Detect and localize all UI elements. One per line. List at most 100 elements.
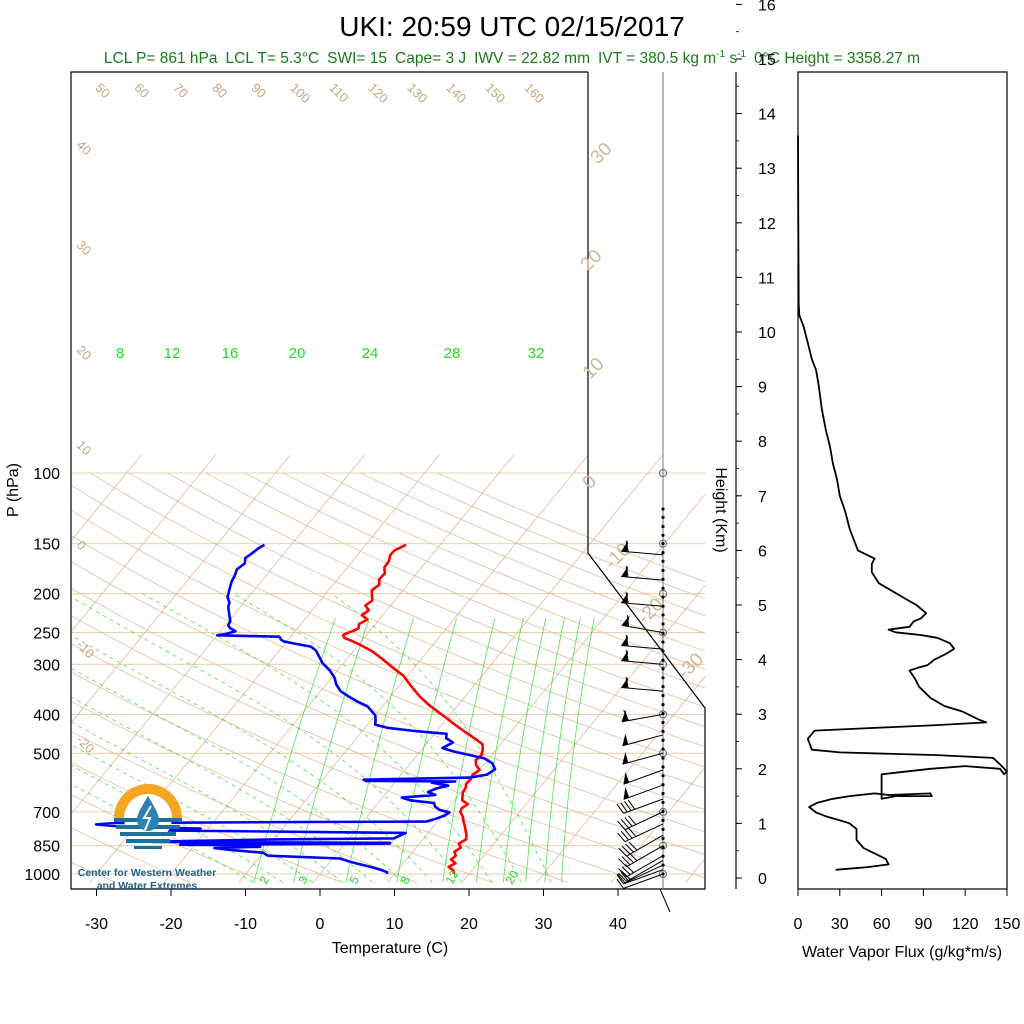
mixing-ratio-line [345, 617, 415, 883]
flux-axis-label: Water Vapor Flux (g/kg*m/s) [802, 944, 1002, 961]
moist-adiabat [71, 667, 403, 883]
mixing-ratio-label-bottom: 12 [442, 868, 461, 887]
mixing-ratio-line [502, 618, 547, 883]
wind-barb-feather [623, 709, 629, 721]
dry-adiabat [71, 794, 267, 883]
barb-level-dot [661, 729, 665, 734]
wind-barb-shaft [621, 575, 664, 581]
wind-barb-feather [625, 676, 629, 689]
height-tick-7: 7 [758, 489, 767, 506]
wind-barb-feather [617, 832, 626, 842]
barb-level-dot [661, 738, 665, 742]
flux-tick-60: 60 [873, 916, 891, 933]
barb-level-dot [661, 586, 665, 591]
height-tick-6: 6 [758, 543, 767, 560]
mixing-ratio-label-top: 28 [444, 345, 461, 362]
isotherm [760, 455, 1024, 883]
barb-level-dot [661, 836, 665, 840]
isotherm-label-left: 40 [74, 137, 95, 158]
mixing-ratio-line [442, 617, 496, 883]
height-tick-15: 15 [758, 52, 776, 69]
barb-level-dot [661, 649, 665, 653]
wind-barb-flag [622, 733, 629, 746]
wind-barb-feather [621, 845, 631, 855]
wind-barb-shaft [624, 811, 664, 831]
dry-adiabat [128, 472, 705, 728]
moist-adiabat [71, 764, 284, 883]
wind-barb-shaft [621, 660, 664, 665]
wind-barb-feather [625, 540, 629, 552]
temp-tick-0: 0 [316, 916, 325, 933]
wind-barb-feather [625, 649, 629, 662]
dry-adiabat [205, 472, 705, 689]
adiabat-label-right: 20 [577, 246, 607, 276]
dry-adiabat [71, 827, 191, 883]
wind-barb-shaft [621, 713, 664, 723]
barb-level-dot [661, 604, 665, 608]
isotherm-label-top: 90 [248, 80, 269, 101]
pressure-tick-150: 150 [33, 537, 60, 554]
height-tick-0: 0 [758, 871, 767, 888]
temp-tick-30: 30 [535, 916, 553, 933]
barb-level-marker [659, 468, 667, 477]
isotherm-label-top: 100 [287, 80, 313, 106]
wind-barb-shaft [626, 859, 664, 882]
dry-adiabat [71, 700, 493, 883]
wind-barb-feather [628, 827, 637, 837]
temp-axis-label: Temperature (C) [332, 940, 448, 957]
subtitle-cape: Cape= 3 J [395, 50, 466, 67]
barb-level-dot [661, 818, 665, 822]
barb-level-dot [661, 702, 665, 707]
subtitle-ivt-sup2: -1 [737, 49, 746, 60]
wind-barb-feather [624, 817, 633, 827]
adiabat-label-right: -30 [674, 649, 708, 683]
height-tick-10: 10 [758, 325, 776, 342]
wind-barb-feather [628, 841, 638, 851]
adiabat-label-right: 30 [587, 139, 617, 169]
mixing-ratio-label-top: 24 [362, 345, 379, 362]
dry-adiabat [90, 472, 705, 748]
flux-panel-frame [797, 71, 1008, 890]
chart-subtitle: LCL P= 861 hPa LCL T= 5.3°C SWI= 15 Cape= 3… [104, 49, 920, 67]
wind-barb-shaft [621, 624, 664, 634]
isotherm-label-top: 120 [365, 80, 391, 106]
dry-adiabat [167, 472, 705, 708]
wind-barb-feather [625, 565, 629, 578]
temp-tick--10: -10 [234, 916, 257, 933]
wind-barb-feather [617, 820, 626, 830]
wind-barb-shaft [626, 834, 664, 857]
wind-barb-shaft [623, 873, 664, 889]
height-tick-13: 13 [758, 161, 776, 178]
flux-tick-150: 150 [994, 916, 1021, 933]
chart-title: UKI: 20:59 UTC 02/15/2017 [339, 11, 685, 42]
wind-barb-shaft [626, 845, 664, 868]
isotherm-label-top: 70 [170, 80, 191, 101]
temp-tick--30: -30 [85, 916, 108, 933]
barb-level-dot [661, 568, 665, 573]
barb-level-dot [661, 693, 665, 698]
pressure-axis-label: P (hPa) [5, 463, 22, 517]
subtitle-ivt: IVT = 380.5 kg m [598, 50, 716, 67]
dry-adiabat [71, 509, 705, 789]
wind-barb-feather [624, 829, 633, 839]
wind-barb-feather [616, 874, 624, 885]
wind-barb-feather [618, 858, 627, 868]
wind-barb-feather [628, 815, 637, 825]
isotherm-label-left: -20 [74, 732, 98, 756]
wind-barb-shaft [622, 752, 664, 765]
wind-barb-feather [625, 843, 634, 853]
flux-tick-30: 30 [831, 916, 849, 933]
wind-barb-feather [620, 802, 628, 813]
wind-barb-shaft [621, 645, 664, 650]
isotherm-label-left: 20 [74, 342, 95, 363]
dry-adiabat [71, 587, 705, 856]
subtitle-iwv: IWV = 22.82 mm [474, 50, 590, 67]
isotherm-label-top: 130 [404, 80, 430, 106]
wind-barb-feather [624, 801, 632, 811]
isotherm-label-top: 160 [521, 80, 547, 106]
barb-level-dot [661, 595, 665, 599]
barb-tail [659, 888, 671, 913]
height-tick-1: 1 [758, 816, 767, 833]
flux-tick-90: 90 [915, 916, 933, 933]
